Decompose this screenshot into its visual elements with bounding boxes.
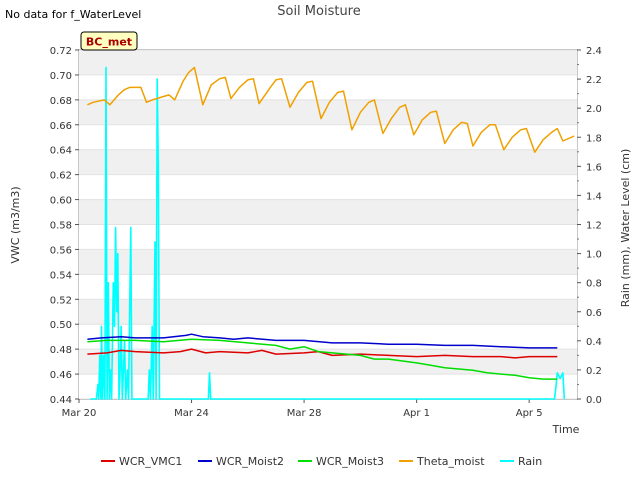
y-right-tick-label: 2.2 bbox=[586, 75, 602, 86]
background-band bbox=[79, 199, 577, 225]
y-left-tick-label: 0.72 bbox=[50, 46, 72, 57]
site-label-box: BC_met bbox=[80, 31, 138, 51]
background-band bbox=[79, 149, 577, 175]
y-left-tick-label: 0.66 bbox=[50, 121, 72, 132]
site-label: BC_met bbox=[86, 36, 132, 49]
no-data-note: No data for f_WaterLevel bbox=[5, 8, 141, 21]
y-right-tick-label: 1.4 bbox=[586, 191, 602, 202]
y-axis-label-right: Rain (mm), Water Level (cm) bbox=[619, 149, 632, 308]
x-axis: Mar 20 Mar 24 Mar 28 Apr 1 Apr 5 bbox=[62, 399, 543, 419]
y-right-tick-label: 1.8 bbox=[586, 133, 602, 144]
legend-label: Theta_moist bbox=[416, 455, 485, 468]
background-band bbox=[79, 249, 577, 275]
y-right-tick-label: 0.2 bbox=[586, 366, 602, 377]
y-right-tick-label: 2.0 bbox=[586, 104, 602, 115]
background-band bbox=[79, 299, 577, 325]
y-right-tick-label: 0.8 bbox=[586, 279, 602, 290]
y-axis-label-left: VWC (m3/m3) bbox=[9, 186, 22, 263]
y-left-tick-label: 0.64 bbox=[50, 146, 72, 157]
x-tick-label: Apr 1 bbox=[403, 408, 430, 419]
y-left-tick-label: 0.44 bbox=[50, 395, 72, 406]
legend-label: WCR_Moist3 bbox=[316, 455, 384, 468]
y-left-tick-label: 0.52 bbox=[50, 295, 72, 306]
series-line-wcr-vmc1 bbox=[87, 348, 558, 359]
legend-label: Rain bbox=[518, 455, 542, 468]
x-tick-label: Mar 20 bbox=[62, 408, 97, 419]
y-left-tick-label: 0.62 bbox=[50, 171, 72, 182]
series-line-wcr-moist2 bbox=[87, 333, 558, 349]
series-layer bbox=[87, 66, 575, 400]
legend-label: WCR_VMC1 bbox=[119, 455, 182, 468]
y-left-tick-label: 0.58 bbox=[50, 221, 72, 232]
series-line-theta-moist bbox=[87, 66, 575, 153]
y-left-tick-label: 0.46 bbox=[50, 370, 72, 381]
y-right-tick-label: 2.4 bbox=[586, 46, 602, 57]
y-right-tick-label: 0.6 bbox=[586, 308, 602, 319]
background-band bbox=[79, 50, 577, 75]
x-tick-label: Mar 24 bbox=[174, 408, 209, 419]
y-left-tick-label: 0.48 bbox=[50, 345, 72, 356]
y-right-tick-label: 1.6 bbox=[586, 162, 602, 173]
legend-label: WCR_Moist2 bbox=[216, 455, 284, 468]
y-left-tick-label: 0.50 bbox=[50, 320, 72, 331]
series-line-wcr-moist3 bbox=[87, 338, 558, 380]
y-right-tick-label: 0.0 bbox=[586, 395, 602, 406]
left-y-axis: 0.44 0.46 0.48 0.50 0.52 0.54 0.56 0.58 0.60 0.62… bbox=[50, 46, 79, 406]
right-y-axis: 0.0 0.2 0.4 0.6 0.8 1.0 1.2 1.4 1.6 1.8 2.0 2.2 2.4 bbox=[577, 46, 602, 406]
x-tick-label: Apr 5 bbox=[516, 408, 543, 419]
y-left-tick-label: 0.56 bbox=[50, 245, 72, 256]
y-left-tick-label: 0.54 bbox=[50, 270, 72, 281]
chart-title: Soil Moisture bbox=[277, 4, 361, 19]
y-right-tick-label: 1.2 bbox=[586, 221, 602, 232]
y-left-tick-label: 0.68 bbox=[50, 96, 72, 107]
x-tick-label: Mar 28 bbox=[287, 408, 322, 419]
y-left-tick-label: 0.70 bbox=[50, 71, 72, 82]
x-axis-label: Time bbox=[552, 423, 580, 436]
legend: WCR_VMC1 WCR_Moist2 WCR_Moist3 Theta_moist R… bbox=[101, 455, 542, 468]
y-left-tick-label: 0.60 bbox=[50, 196, 72, 207]
y-right-tick-label: 1.0 bbox=[586, 250, 602, 261]
y-right-tick-label: 0.4 bbox=[586, 337, 602, 348]
